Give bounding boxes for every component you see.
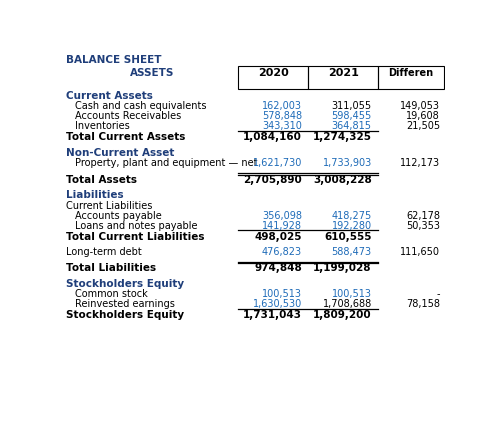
Text: Stockholders Equity: Stockholders Equity [66,310,184,320]
Text: Property, plant and equipment — net: Property, plant and equipment — net [75,158,257,168]
Text: Common stock: Common stock [75,289,148,299]
Bar [378,66,444,89]
Text: 598,455: 598,455 [331,111,372,122]
Text: 1,274,325: 1,274,325 [313,132,372,142]
Text: Accounts payable: Accounts payable [75,211,162,221]
Text: 418,275: 418,275 [331,211,372,221]
Text: 1,733,903: 1,733,903 [323,158,372,168]
Text: Total Assets: Total Assets [66,175,137,184]
Text: 21,505: 21,505 [406,122,440,132]
Text: 1,731,043: 1,731,043 [243,310,302,320]
Text: Current Assets: Current Assets [66,91,153,101]
Text: Reinvested earnings: Reinvested earnings [75,299,175,309]
Text: 974,848: 974,848 [254,263,302,273]
Text: 3,008,228: 3,008,228 [313,175,372,184]
Text: ASSETS: ASSETS [130,68,174,78]
Text: 364,815: 364,815 [332,122,372,132]
Text: 112,173: 112,173 [400,158,440,168]
Text: 19,608: 19,608 [406,111,440,122]
Text: 1,084,160: 1,084,160 [243,132,302,142]
Text: Total Current Assets: Total Current Assets [66,132,185,142]
Text: 343,310: 343,310 [262,122,302,132]
Text: 356,098: 356,098 [262,211,302,221]
Text: 111,650: 111,650 [400,247,440,257]
Text: Inventories: Inventories [75,122,129,132]
Text: Total Liabilities: Total Liabilities [66,263,156,273]
Text: 1,708,688: 1,708,688 [323,299,372,309]
Text: 192,280: 192,280 [331,221,372,231]
Text: 1,621,730: 1,621,730 [252,158,302,168]
Text: 476,823: 476,823 [262,247,302,257]
Text: Non-Current Asset: Non-Current Asset [66,148,174,158]
Text: 1,809,200: 1,809,200 [313,310,372,320]
Text: -: - [437,289,440,299]
Text: 2020: 2020 [258,68,288,78]
Text: 2,705,890: 2,705,890 [243,175,302,184]
Bar [308,66,378,89]
Text: Differen: Differen [388,68,433,78]
Text: 311,055: 311,055 [331,101,372,111]
Text: BALANCE SHEET: BALANCE SHEET [66,55,161,65]
Text: 62,178: 62,178 [406,211,440,221]
Text: 578,848: 578,848 [262,111,302,122]
Text: Loans and notes payable: Loans and notes payable [75,221,198,231]
Text: Liabilities: Liabilities [66,190,123,200]
Text: 78,158: 78,158 [406,299,440,309]
Text: Long-term debt: Long-term debt [66,247,141,257]
Bar [239,66,308,89]
Text: 1,630,530: 1,630,530 [253,299,302,309]
Text: 610,555: 610,555 [324,232,372,241]
Text: 498,025: 498,025 [254,232,302,241]
Text: 1,199,028: 1,199,028 [313,263,372,273]
Text: Stockholders Equity: Stockholders Equity [66,279,184,289]
Text: Cash and cash equivalents: Cash and cash equivalents [75,101,206,111]
Text: Accounts Receivables: Accounts Receivables [75,111,181,122]
Text: 588,473: 588,473 [331,247,372,257]
Text: 149,053: 149,053 [400,101,440,111]
Text: 2021: 2021 [328,68,359,78]
Text: 100,513: 100,513 [332,289,372,299]
Text: 141,928: 141,928 [262,221,302,231]
Text: Current Liabilities: Current Liabilities [66,201,152,211]
Text: 50,353: 50,353 [406,221,440,231]
Text: Total Current Liabilities: Total Current Liabilities [66,232,204,241]
Text: 162,003: 162,003 [262,101,302,111]
Text: 100,513: 100,513 [262,289,302,299]
